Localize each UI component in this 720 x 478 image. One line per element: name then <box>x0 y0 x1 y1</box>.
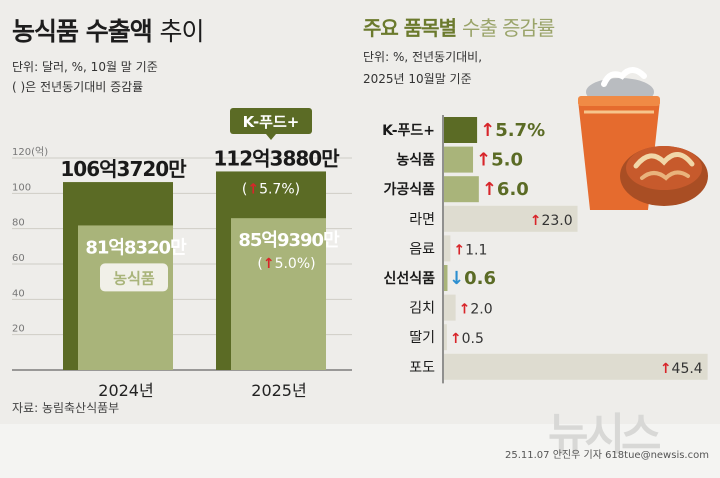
up-arrow-icon: ↑ <box>530 213 542 229</box>
category-label: 딸기 <box>409 330 435 346</box>
paren-open: ( <box>242 181 247 197</box>
up-arrow-icon: ↑ <box>459 302 471 318</box>
kfood-change-value: 5.7% <box>259 181 295 197</box>
footer <box>0 424 720 478</box>
value-text: 5.7% <box>495 120 545 141</box>
hbar-포도 <box>444 353 708 380</box>
newsis-watermark: 뉴시스 <box>548 409 661 460</box>
category-label: 농식품 <box>396 153 435 169</box>
value-label: ↑1.1 <box>453 242 487 258</box>
kfood-value-label: 112억3880만 <box>213 146 340 170</box>
value-text: 6.0 <box>497 179 529 200</box>
kfood-value-label: 106억3720만 <box>60 157 187 181</box>
paren-open: ( <box>257 256 262 272</box>
y-tick-label: 80 <box>12 218 25 229</box>
value-label: ↑23.0 <box>530 213 573 229</box>
food-illustration <box>578 67 708 210</box>
left-title-light: 추이 <box>159 17 204 46</box>
value-label: ↓0.6 <box>449 268 496 289</box>
category-label: 음료 <box>409 241 435 257</box>
agrifood-value-label: 85억9390만 <box>238 230 340 251</box>
up-arrow-icon: ↑ <box>453 242 465 258</box>
paren-close: ) <box>310 256 315 272</box>
category-label: 라면 <box>409 212 435 228</box>
value-text: 5.0 <box>491 150 523 171</box>
down-arrow-icon: ↓ <box>449 268 464 289</box>
hbar-음료 <box>444 235 451 262</box>
hbar-라면 <box>444 205 578 232</box>
right-unit-line1: 단위: %, 전년동기대비, <box>363 50 483 64</box>
left-bar-chart: 20 40 60 80 100 120(억) 2024년 106억3720만 81억8320만농… <box>12 108 352 400</box>
value-text: 0.5 <box>462 331 484 347</box>
hbar-딸기 <box>444 324 447 351</box>
y-tick-label: 120(억) <box>12 146 48 158</box>
credit-line: 25.11.07 안진우 기자 618tue@newsis.com <box>505 450 709 461</box>
category-label: 김치 <box>409 301 435 317</box>
agrifood-series-badge <box>100 263 168 292</box>
value-label: ↑2.0 <box>459 302 493 318</box>
source-note: 자료: 농림축산식품부 <box>12 401 120 415</box>
y-unit-label: (억) <box>31 146 48 158</box>
left-paren-note: ( )은 전년동기대비 증감률 <box>12 80 144 94</box>
y-tick-label: 40 <box>12 288 25 299</box>
x-tick-label: 2025년 <box>251 381 306 400</box>
bar-agrifood-2024년 <box>78 225 173 370</box>
kfood-series-badge <box>230 108 312 134</box>
value-text: 45.4 <box>672 361 703 377</box>
hbar-농식품 <box>444 146 474 173</box>
value-text: 1.1 <box>465 242 487 258</box>
up-arrow-icon: ↑ <box>450 331 462 347</box>
kfood-badge-pointer <box>266 134 276 140</box>
up-arrow-icon: ↑ <box>482 179 497 200</box>
right-chart-title: 주요 품목별 수출 증감률 <box>363 12 555 41</box>
up-arrow-icon: ↑ <box>480 120 495 141</box>
category-label: 신선식품 <box>383 271 435 287</box>
paren-close: ) <box>295 181 300 197</box>
left-title-bold: 농식품 수출액 <box>12 17 153 46</box>
agrifood-change-value: 5.0% <box>275 256 311 272</box>
hbar-K-푸드+ <box>444 117 478 143</box>
y-tick-label: 60 <box>12 253 25 264</box>
up-arrow-icon: ↑ <box>263 256 275 272</box>
right-title-light: 수출 증감률 <box>461 16 555 40</box>
category-label: 포도 <box>409 360 435 376</box>
y-tick-label: 100 <box>12 182 31 193</box>
up-arrow-icon: ↑ <box>660 361 672 377</box>
agrifood-change-label: (↑5.0%) <box>257 256 315 272</box>
left-chart-title: 농식품 수출액 추이 <box>12 12 204 48</box>
agrifood-value-label: 81억8320만 <box>85 237 187 258</box>
value-label: ↑45.4 <box>660 361 703 377</box>
hbar-가공식품 <box>444 176 479 203</box>
value-label: ↑0.5 <box>450 331 484 347</box>
y-tick-label: 20 <box>12 324 25 335</box>
category-label: 가공식품 <box>383 182 435 198</box>
right-unit-line2: 2025년 10월말 기준 <box>363 72 472 86</box>
up-arrow-icon: ↑ <box>476 150 491 171</box>
left-unit-note: 단위: 달러, %, 10월 말 기준 <box>12 60 158 74</box>
value-label: ↑5.0 <box>476 150 523 171</box>
value-label: ↑6.0 <box>482 179 529 200</box>
up-arrow-icon: ↑ <box>247 181 259 197</box>
value-label: ↑5.7% <box>480 120 545 141</box>
agrifood-series-label: 농식품 <box>113 269 155 287</box>
value-text: 23.0 <box>541 213 572 229</box>
bar-agrifood-2025년 <box>231 218 326 370</box>
hbar-신선식품 <box>444 265 448 291</box>
kfood-change-label: (↑5.7%) <box>242 181 300 197</box>
value-text: 0.6 <box>464 268 496 289</box>
x-tick-label: 2024년 <box>98 381 153 400</box>
hbar-김치 <box>444 294 456 321</box>
right-title-bold: 주요 품목별 <box>363 16 457 40</box>
value-text: 2.0 <box>470 302 492 318</box>
kfood-series-label: K-푸드+ <box>243 113 300 131</box>
category-label: K-푸드+ <box>382 123 435 139</box>
